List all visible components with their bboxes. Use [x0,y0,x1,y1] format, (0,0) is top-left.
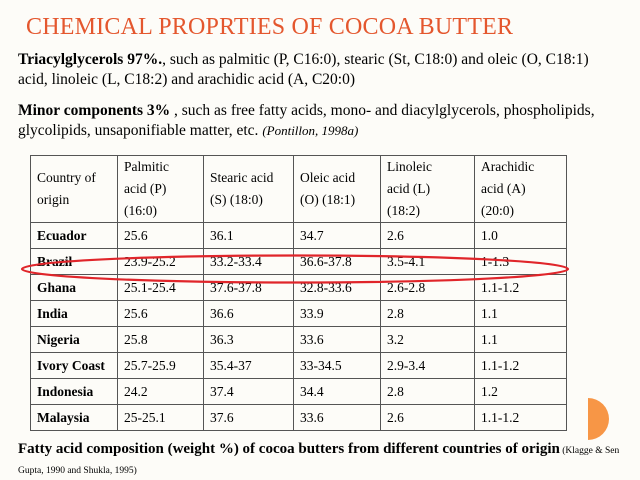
cell-arachidic: 1.1-1.2 [474,404,567,431]
header-stearic-line: Stearic acid [210,170,274,185]
slide-title: CHEMICAL PROPRTIES OF COCOA BUTTER [26,14,514,40]
cell-palmitic: 24.2 [117,378,204,405]
header-palmitic-line: (16:0) [124,203,157,218]
cell-oleic: 34.4 [293,378,381,405]
header-linoleic-line: (18:2) [387,203,420,218]
header-country-line: Country of [37,170,96,185]
cell-country: Ecuador [30,222,118,249]
minor-components-paragraph: Minor components 3% , such as free fatty… [18,101,618,141]
fatty-acid-table: Country of origin Palmitic acid (P) (16:… [30,155,567,431]
header-oleic-line: Oleic acid [300,170,356,185]
cell-oleic: 33.9 [293,300,381,327]
header-arachidic: Arachidic acid (A) (20:0) [474,155,567,223]
cell-palmitic: 25.1-25.4 [117,274,204,301]
header-linoleic-line: acid (L) [387,181,431,196]
half-circle-shape [588,398,609,440]
cell-stearic: 36.3 [203,326,294,353]
cell-palmitic: 25.7-25.9 [117,352,204,379]
caption-text: Fatty acid composition (weight %) of coc… [18,441,560,457]
header-arachidic-line: (20:0) [481,203,514,218]
table-body: Ecuador 25.6 36.1 34.7 2.6 1.0 Brazil 23.9-25.2… [30,222,567,431]
cell-palmitic: 25.6 [117,300,204,327]
table-caption: Fatty acid composition (weight %) of coc… [18,440,633,480]
cell-arachidic: 1.1 [474,300,567,327]
header-palmitic-line: Palmitic [124,159,169,174]
cell-palmitic: 25.8 [117,326,204,353]
header-stearic: Stearic acid (S) (18:0) [203,155,294,223]
cell-country: Malaysia [30,404,118,431]
table-row: Indonesia 24.2 37.4 34.4 2.8 1.2 [30,378,567,405]
header-country: Country of origin [30,155,118,223]
citation: (Pontillon, 1998a) [262,123,359,138]
header-arachidic-line: Arachidic [481,159,535,174]
highlight-ellipse-shape [20,254,570,284]
triacylglycerols-paragraph: Triacylglycerols 97%., such as palmitic … [18,50,618,90]
orange-half-circle-decoration [588,398,609,440]
table-row: Nigeria 25.8 36.3 33.6 3.2 1.1 [30,326,567,353]
cell-arachidic: 1.1 [474,326,567,353]
brazil-highlight-ellipse [20,254,570,284]
header-stearic-line: (S) (18:0) [210,192,263,207]
table-row: India 25.6 36.6 33.9 2.8 1.1 [30,300,567,327]
header-linoleic: Linoleic acid (L) (18:2) [380,155,475,223]
header-country-line: origin [37,192,70,207]
caption-source: (Klagge & Sen Gupta, 1990 and Shukla, 19… [18,446,620,476]
table-row: Ecuador 25.6 36.1 34.7 2.6 1.0 [30,222,567,249]
cell-country: Nigeria [30,326,118,353]
header-oleic-line: (O) (18:1) [300,192,356,207]
cell-arachidic: 1.1-1.2 [474,352,567,379]
cell-linoleic: 3.5-4.1 [380,248,475,275]
cell-linoleic: 2.9-3.4 [380,352,475,379]
table-row: Brazil 23.9-25.2 33.2-33.4 36.6-37.8 3.5-4.1… [30,248,567,275]
cell-stearic: 33.2-33.4 [203,248,294,275]
header-palmitic: Palmitic acid (P) (16:0) [117,155,204,223]
cell-country: Ivory Coast [30,352,118,379]
cell-stearic: 36.1 [203,222,294,249]
cell-linoleic: 2.8 [380,378,475,405]
triacylglycerols-text: , such as palmitic (P, C16:0), stearic (… [18,51,589,88]
header-arachidic-line: acid (A) [481,181,526,196]
table-header-row: Country of origin Palmitic acid (P) (16:… [30,155,567,223]
cell-oleic: 36.6-37.8 [293,248,381,275]
cell-stearic: 37.6-37.8 [203,274,294,301]
cell-country: Indonesia [30,378,118,405]
table-row: Ivory Coast 25.7-25.9 35.4-37 33-34.5 2.9-3.… [30,352,567,379]
cell-linoleic: 2.8 [380,300,475,327]
cell-oleic: 33.6 [293,404,381,431]
cell-oleic: 34.7 [293,222,381,249]
header-palmitic-line: acid (P) [124,181,167,196]
cell-stearic: 36.6 [203,300,294,327]
table-row: Ghana 25.1-25.4 37.6-37.8 32.8-33.6 2.6-2.8 1… [30,274,567,301]
cell-oleic: 33.6 [293,326,381,353]
cell-stearic: 37.6 [203,404,294,431]
triacylglycerols-label: Triacylglycerols 97%. [18,51,163,68]
cell-arachidic: 1.0 [474,222,567,249]
cell-stearic: 37.4 [203,378,294,405]
table-row: Malaysia 25-25.1 37.6 33.6 2.6 1.1-1.2 [30,404,567,431]
minor-components-label: Minor components 3% [18,102,171,119]
minor-components-text: , such as free fatty acids, mono- and di… [18,102,595,139]
cell-linoleic: 2.6 [380,404,475,431]
cell-arachidic: 1.2 [474,378,567,405]
cell-palmitic: 25-25.1 [117,404,204,431]
cell-oleic: 33-34.5 [293,352,381,379]
header-oleic: Oleic acid (O) (18:1) [293,155,381,223]
cell-linoleic: 2.6 [380,222,475,249]
cell-linoleic: 3.2 [380,326,475,353]
cell-palmitic: 25.6 [117,222,204,249]
cell-stearic: 35.4-37 [203,352,294,379]
cell-country: India [30,300,118,327]
header-linoleic-line: Linoleic [387,159,432,174]
